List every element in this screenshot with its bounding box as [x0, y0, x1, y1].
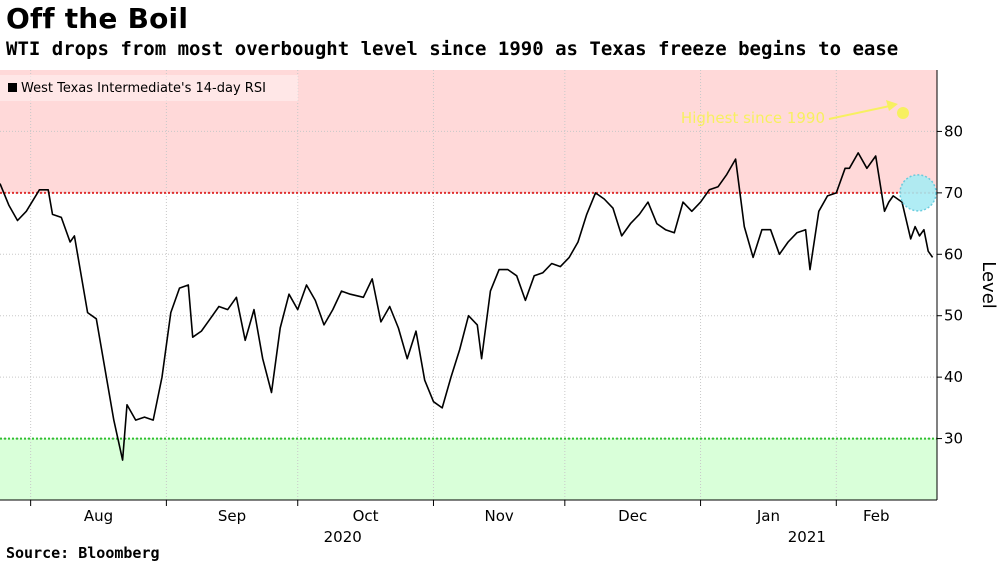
x-year-label: 2021	[788, 528, 826, 546]
legend-background	[0, 75, 298, 101]
zones-layer	[0, 70, 937, 500]
annotation-label: Highest since 1990	[681, 109, 825, 127]
x-tick-label: Aug	[84, 507, 113, 525]
axes-layer: 30 40 50 60 70 80 Level Aug Sep Oct Nov Dec Jan Feb 20…	[0, 70, 999, 546]
y-tick-label: 60	[944, 245, 963, 263]
oversold-zone	[0, 438, 937, 500]
x-tick-label: Jan	[756, 507, 780, 525]
y-tick-label: 80	[944, 122, 963, 140]
series-layer	[0, 152, 934, 461]
source-note: Source: Bloomberg	[6, 544, 160, 562]
y-tick-label: 30	[944, 430, 963, 448]
legend-entry: West Texas Intermediate's 14-day RSI	[21, 81, 266, 96]
y-tick-label: 40	[944, 368, 963, 386]
annotation-arrowhead	[886, 100, 898, 111]
x-tick-label: Dec	[618, 507, 647, 525]
y-axis-label: Level	[978, 261, 999, 309]
highlight-circle	[899, 174, 937, 212]
legend: West Texas Intermediate's 14-day RSI	[0, 75, 298, 101]
x-tick-label: Oct	[353, 507, 379, 525]
y-tick-label: 70	[944, 184, 963, 202]
x-tick-label: Feb	[863, 507, 890, 525]
peak-point	[897, 107, 909, 119]
legend-swatch	[8, 83, 17, 92]
chart-subtitle: WTI drops from most overbought level sin…	[6, 38, 899, 60]
chart-title: Off the Boil	[6, 2, 189, 35]
rsi-series-line	[0, 152, 934, 461]
x-tick-label: Sep	[218, 507, 246, 525]
annotation-layer: Highest since 1990	[681, 100, 937, 212]
annotation-arrow	[828, 105, 891, 120]
threshold-layer	[0, 191, 937, 440]
x-year-label: 2020	[324, 528, 362, 546]
x-tick-label: Nov	[485, 507, 514, 525]
y-tick-label: 50	[944, 307, 963, 325]
